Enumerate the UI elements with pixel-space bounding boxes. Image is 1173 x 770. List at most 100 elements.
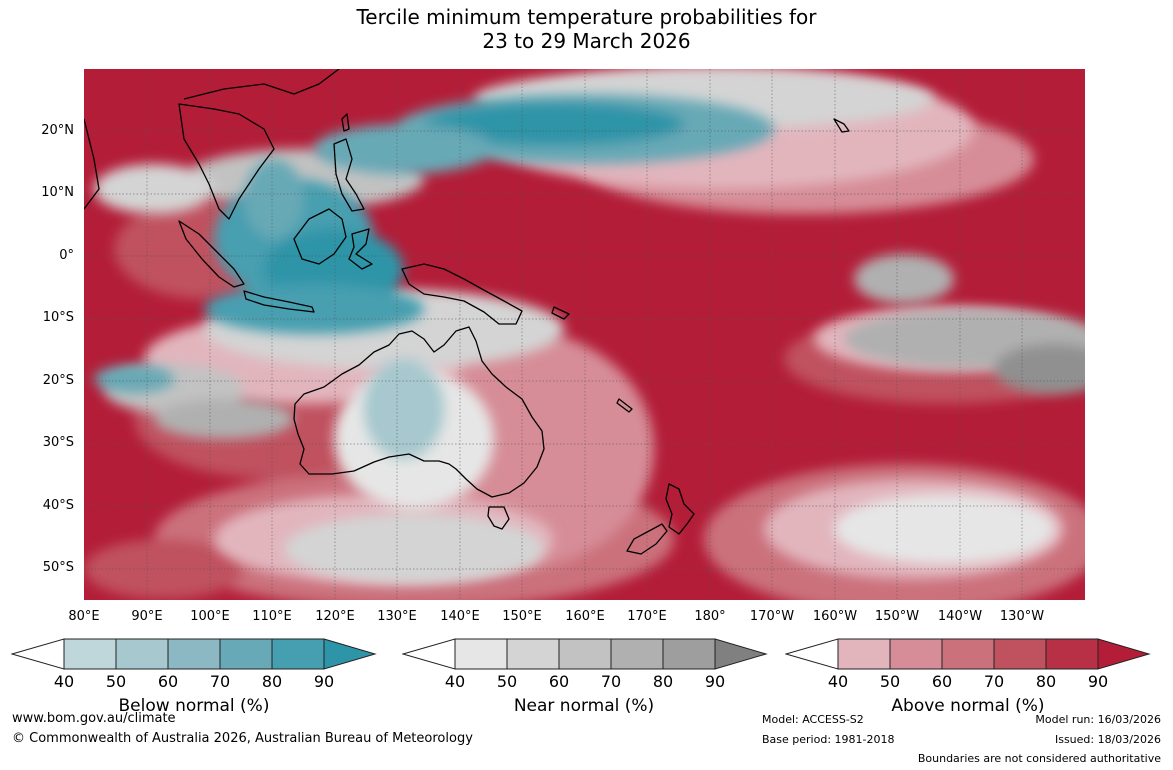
below-tick-90: 90 — [313, 672, 335, 691]
above-swatch-2 — [889, 638, 943, 670]
new-guinea-coast — [401, 263, 523, 325]
above-normal-label: Above normal (%) — [891, 696, 1045, 716]
lon-label-180: 180° — [694, 609, 726, 624]
near-swatch-3 — [558, 638, 612, 670]
above-swatch-1 — [837, 638, 891, 670]
lon-label-170w: 170°W — [749, 609, 795, 624]
above-swatch-6 — [1097, 638, 1151, 670]
disclaimer-text: Boundaries are not considered authoritat… — [917, 752, 1161, 765]
near-tick-40: 40 — [444, 672, 466, 691]
lon-label-100e: 100°E — [190, 609, 230, 624]
field-below-normal — [94, 94, 774, 459]
india-coast — [84, 118, 100, 210]
below-tick-80: 80 — [261, 672, 283, 691]
lat-label-30s: 30°S — [42, 435, 74, 450]
near-swatch-5 — [662, 638, 716, 670]
lon-label-130w: 130°W — [999, 609, 1045, 624]
above-tick-70: 70 — [983, 672, 1005, 691]
new-caledonia — [616, 398, 633, 413]
below-tick-70: 70 — [209, 672, 231, 691]
lon-label-160e: 160°E — [565, 609, 605, 624]
below-swatch-3 — [167, 638, 221, 670]
lat-label-40s: 40°S — [42, 498, 74, 513]
below-normal-label: Below normal (%) — [118, 696, 270, 716]
near-swatch-4 — [610, 638, 664, 670]
sumatra-coast — [178, 220, 245, 288]
below-swatch-2 — [115, 638, 169, 670]
solomon-islands — [551, 306, 570, 320]
above-tick-50: 50 — [879, 672, 901, 691]
base-period-text: Base period: 1981-2018 — [762, 733, 895, 746]
coastlines — [84, 69, 850, 555]
philippines-coast — [333, 138, 365, 212]
near-tick-60: 60 — [548, 672, 570, 691]
lat-label-20n: 20°N — [41, 123, 74, 138]
lat-label-0: 0° — [59, 248, 74, 263]
below-swatch-0 — [11, 638, 65, 670]
near-tick-90: 90 — [704, 672, 726, 691]
chart-title: Tercile minimum temperature probabilitie… — [0, 5, 1173, 53]
lat-label-20s: 20°S — [42, 373, 74, 388]
lon-label-160w: 160°W — [812, 609, 858, 624]
australia-coast — [293, 326, 545, 498]
lon-label-80e: 80°E — [68, 609, 100, 624]
probability-map — [84, 69, 1085, 600]
above-tick-40: 40 — [827, 672, 849, 691]
above-tick-90: 90 — [1087, 672, 1109, 691]
near-normal-label: Near normal (%) — [513, 696, 655, 716]
lon-label-120e: 120°E — [315, 609, 355, 624]
graticule — [84, 69, 1085, 600]
above-swatch-5 — [1045, 638, 1099, 670]
java-coast — [243, 290, 315, 313]
lon-label-130e: 130°E — [377, 609, 417, 624]
above-swatch-3 — [941, 638, 995, 670]
below-swatch-5 — [271, 638, 325, 670]
nz-south-coast — [626, 523, 668, 555]
above-tick-60: 60 — [931, 672, 953, 691]
nz-north-coast — [665, 483, 695, 535]
taiwan-coast — [341, 113, 350, 132]
borneo-coast — [293, 208, 347, 265]
below-tick-50: 50 — [105, 672, 127, 691]
colorbar-above — [785, 638, 1151, 670]
near-tick-80: 80 — [652, 672, 674, 691]
indochina-coast — [178, 103, 275, 220]
tasmania-coast — [487, 506, 510, 530]
copyright-text: © Commonwealth of Australia 2026, Austra… — [12, 731, 473, 746]
colorbar-near — [402, 638, 768, 670]
website-link[interactable]: www.bom.gov.au/climate — [12, 711, 176, 726]
lat-label-50s: 50°S — [42, 560, 74, 575]
lon-label-90e: 90°E — [131, 609, 163, 624]
above-swatch-4 — [993, 638, 1047, 670]
near-tick-70: 70 — [600, 672, 622, 691]
below-swatch-1 — [63, 638, 117, 670]
near-swatch-0 — [402, 638, 456, 670]
colorbar-below — [11, 638, 377, 670]
lat-label-10n: 10°N — [41, 185, 74, 200]
below-swatch-4 — [219, 638, 273, 670]
lon-label-110e: 110°E — [252, 609, 292, 624]
near-swatch-6 — [714, 638, 768, 670]
title-line-2: 23 to 29 March 2026 — [482, 29, 691, 53]
above-swatch-0 — [785, 638, 839, 670]
issued-text: Issued: 18/03/2026 — [1054, 733, 1161, 746]
model-text: Model: ACCESS-S2 — [762, 713, 864, 726]
near-swatch-1 — [454, 638, 508, 670]
lon-label-150w: 150°W — [874, 609, 920, 624]
china-coast — [183, 69, 340, 100]
near-swatch-2 — [506, 638, 560, 670]
title-line-1: Tercile minimum temperature probabilitie… — [356, 5, 817, 29]
model-run-text: Model run: 16/03/2026 — [1035, 713, 1161, 726]
near-tick-50: 50 — [496, 672, 518, 691]
lon-label-140e: 140°E — [440, 609, 480, 624]
below-tick-40: 40 — [53, 672, 75, 691]
sulawesi-coast — [348, 228, 373, 270]
above-tick-80: 80 — [1035, 672, 1057, 691]
lat-label-10s: 10°S — [42, 310, 74, 325]
hawaii-islands — [833, 118, 850, 133]
lon-label-150e: 150°E — [502, 609, 542, 624]
lon-label-170e: 170°E — [627, 609, 667, 624]
below-tick-60: 60 — [157, 672, 179, 691]
below-swatch-6 — [323, 638, 377, 670]
lon-label-140w: 140°W — [937, 609, 983, 624]
